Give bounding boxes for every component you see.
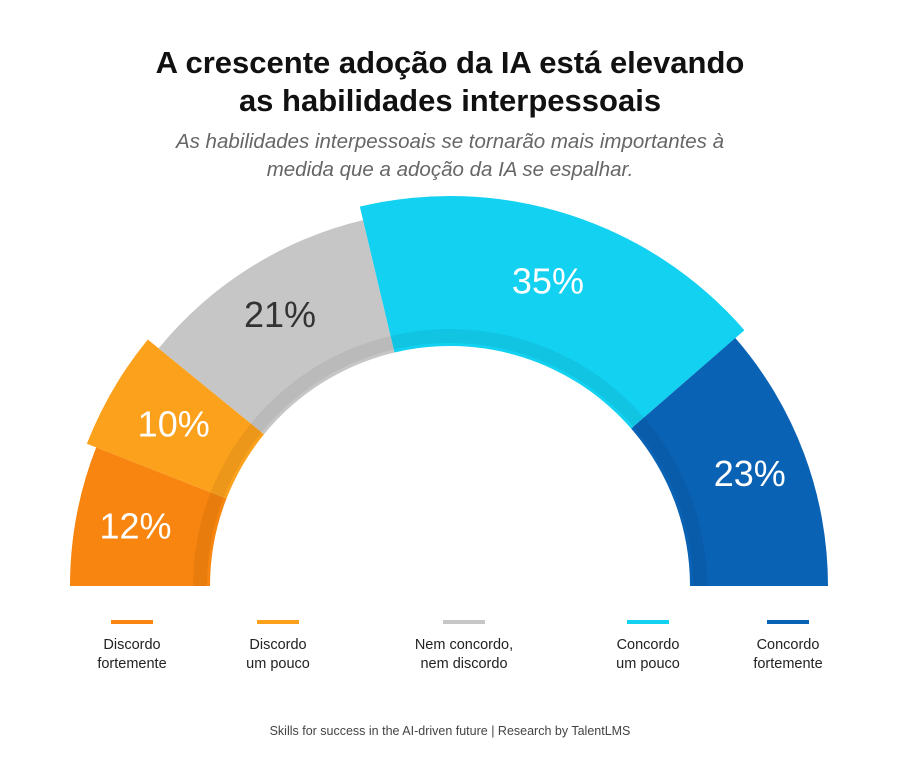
slice-1 bbox=[70, 447, 227, 586]
slice-3 bbox=[158, 220, 395, 435]
legend-item-5: Concordo fortemente bbox=[708, 620, 868, 674]
legend-swatch bbox=[627, 620, 669, 624]
legend-swatch bbox=[257, 620, 299, 624]
chart-title: A crescente adoção da IA está elevando a… bbox=[0, 44, 900, 120]
legend-label: Discordo fortemente bbox=[97, 637, 167, 672]
legend-swatch bbox=[443, 620, 485, 624]
slice-label-2: 10% bbox=[138, 404, 210, 445]
slice-label-3: 21% bbox=[244, 294, 316, 335]
legend-item-1: Discordo fortemente bbox=[52, 620, 212, 674]
half-donut-chart: 12% 10% 21% 35% 23% bbox=[70, 196, 828, 587]
inner-shadow bbox=[193, 329, 707, 587]
legend-item-4: Concordo um pouco bbox=[568, 620, 728, 674]
chart-subtitle: As habilidades interpessoais se tornarão… bbox=[0, 128, 900, 184]
legend-label: Nem concordo, nem discordo bbox=[414, 637, 514, 672]
slice-label-4: 35% bbox=[512, 260, 584, 301]
slice-2 bbox=[86, 339, 265, 499]
legend-label: Concordo fortemente bbox=[753, 637, 823, 672]
legend-swatch bbox=[111, 620, 153, 624]
slice-label-5: 23% bbox=[714, 453, 786, 494]
slice-5 bbox=[631, 338, 828, 586]
legend-swatch bbox=[767, 620, 809, 624]
chart-subtitle-line-1: As habilidades interpessoais se tornarão… bbox=[175, 130, 725, 153]
slice-4 bbox=[359, 196, 745, 429]
legend-label: Discordo um pouco bbox=[246, 637, 310, 672]
slice-label-1: 12% bbox=[100, 506, 172, 547]
chart-subtitle-line-2: medida que a adoção da IA se espalhar. bbox=[266, 158, 634, 181]
legend-item-3: Nem concordo, nem discordo bbox=[384, 620, 544, 674]
legend-item-2: Discordo um pouco bbox=[198, 620, 358, 674]
chart-title-line-1: A crescente adoção da IA está elevando bbox=[155, 45, 745, 80]
source-note: Skills for success in the AI-driven futu… bbox=[269, 724, 631, 738]
legend-label: Concordo um pouco bbox=[616, 637, 680, 672]
chart-title-line-2: as habilidades interpessoais bbox=[238, 83, 662, 118]
